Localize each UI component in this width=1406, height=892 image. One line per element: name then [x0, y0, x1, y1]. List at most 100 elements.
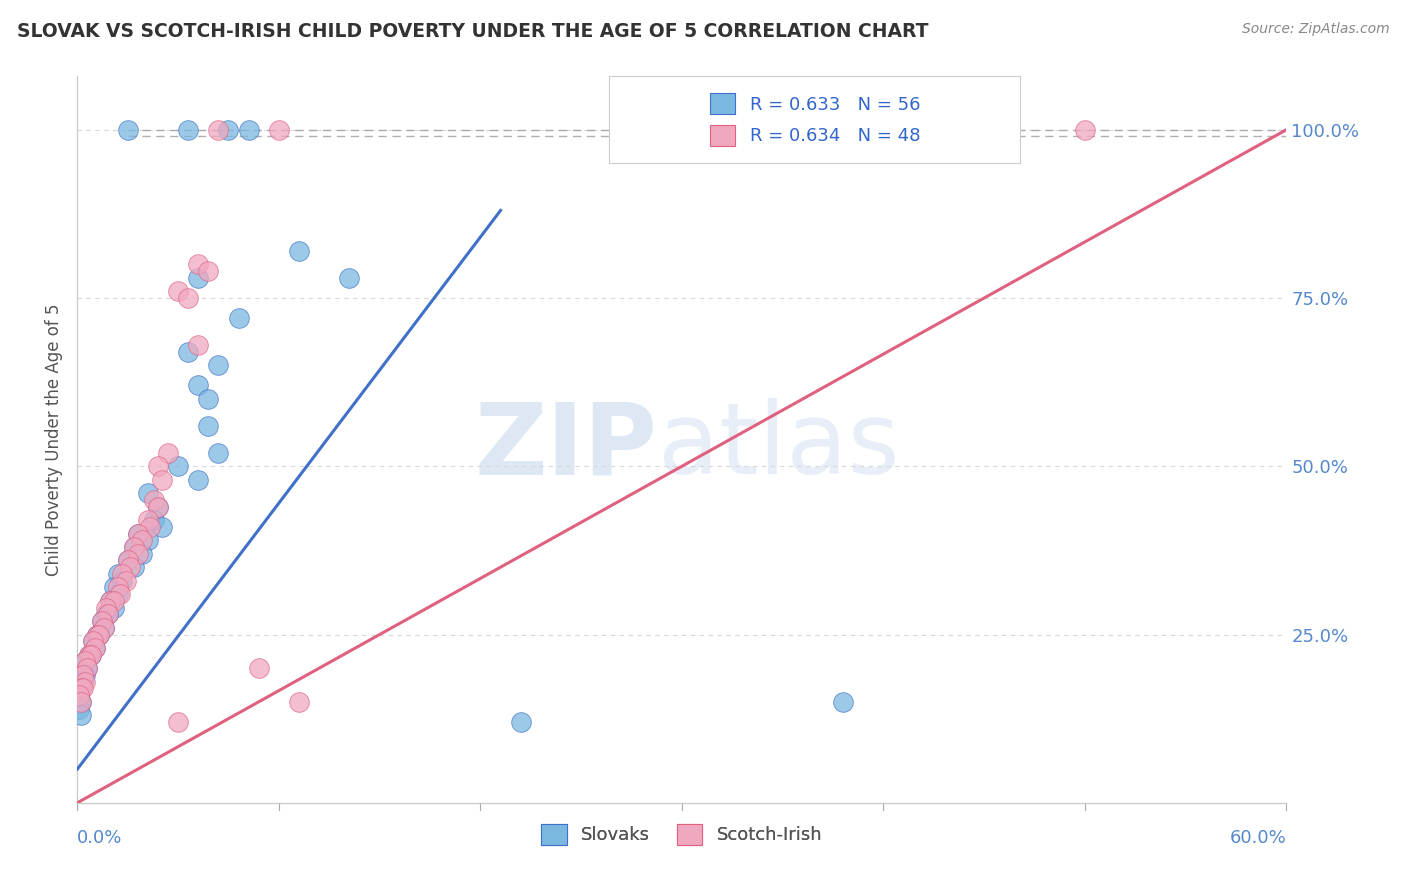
Text: atlas: atlas	[658, 398, 900, 495]
Point	[107, 566, 129, 581]
Point	[142, 492, 165, 507]
Point	[167, 459, 190, 474]
Point	[197, 264, 219, 278]
Point	[187, 473, 209, 487]
Point	[86, 627, 108, 641]
Point	[80, 648, 103, 662]
Point	[150, 520, 173, 534]
Point	[103, 600, 125, 615]
Point	[136, 513, 159, 527]
Point	[177, 344, 200, 359]
Point	[146, 500, 169, 514]
Text: SLOVAK VS SCOTCH-IRISH CHILD POVERTY UNDER THE AGE OF 5 CORRELATION CHART: SLOVAK VS SCOTCH-IRISH CHILD POVERTY UND…	[17, 22, 928, 41]
Point	[122, 540, 145, 554]
Point	[70, 708, 93, 723]
Point	[76, 661, 98, 675]
Point	[187, 257, 209, 271]
Point	[72, 668, 94, 682]
Point	[75, 668, 97, 682]
Point	[80, 648, 103, 662]
Legend: Slovaks, Scotch-Irish: Slovaks, Scotch-Irish	[534, 817, 830, 852]
Point	[127, 526, 149, 541]
Point	[94, 607, 117, 622]
Point	[89, 627, 111, 641]
Point	[75, 674, 97, 689]
Point	[107, 581, 129, 595]
Point	[103, 581, 125, 595]
Point	[79, 648, 101, 662]
Point	[72, 681, 94, 696]
Point	[228, 311, 250, 326]
Point	[84, 640, 107, 655]
Point	[207, 122, 229, 136]
Point	[288, 244, 311, 258]
Point	[146, 459, 169, 474]
Point	[70, 681, 93, 696]
Point	[70, 695, 93, 709]
Point	[70, 681, 93, 696]
Point	[197, 392, 219, 406]
Point	[90, 614, 112, 628]
Point	[117, 553, 139, 567]
Text: ZIP: ZIP	[475, 398, 658, 495]
Point	[75, 655, 97, 669]
Point	[1074, 122, 1097, 136]
Text: 60.0%: 60.0%	[1230, 829, 1286, 847]
Point	[82, 634, 104, 648]
Point	[150, 473, 173, 487]
Point	[157, 446, 180, 460]
Point	[218, 122, 240, 136]
Point	[76, 661, 98, 675]
Point	[832, 695, 855, 709]
Point	[177, 291, 200, 305]
Point	[67, 688, 90, 702]
Point	[86, 627, 108, 641]
Point	[117, 553, 139, 567]
Point	[127, 547, 149, 561]
Point	[70, 695, 93, 709]
Point	[94, 600, 117, 615]
Point	[70, 674, 93, 689]
Point	[98, 594, 121, 608]
Point	[67, 681, 90, 696]
Point	[139, 520, 162, 534]
Point	[84, 640, 107, 655]
Point	[75, 655, 97, 669]
Point	[187, 270, 209, 285]
Y-axis label: Child Poverty Under the Age of 5: Child Poverty Under the Age of 5	[45, 303, 63, 575]
Point	[107, 587, 129, 601]
Point	[247, 661, 270, 675]
Point	[187, 378, 209, 392]
Point	[339, 270, 360, 285]
Point	[131, 547, 153, 561]
Point	[111, 566, 134, 581]
Point	[67, 688, 90, 702]
Point	[187, 338, 209, 352]
Point	[238, 122, 260, 136]
Point	[103, 594, 125, 608]
Point	[82, 634, 104, 648]
Point	[72, 674, 94, 689]
Point	[79, 648, 101, 662]
Point	[288, 695, 311, 709]
Point	[207, 446, 229, 460]
Point	[72, 668, 94, 682]
Point	[98, 594, 121, 608]
Text: Source: ZipAtlas.com: Source: ZipAtlas.com	[1241, 22, 1389, 37]
Point	[146, 500, 169, 514]
Point	[167, 284, 190, 298]
Point	[117, 122, 139, 136]
Point	[114, 574, 136, 588]
Point	[207, 358, 229, 372]
Point	[197, 418, 219, 433]
Point	[93, 621, 115, 635]
Point	[89, 627, 111, 641]
Point	[108, 587, 131, 601]
Point	[142, 513, 165, 527]
Point	[127, 526, 149, 541]
Point	[122, 540, 145, 554]
Point	[136, 486, 159, 500]
Point	[90, 614, 112, 628]
Point	[177, 122, 200, 136]
Point	[136, 533, 159, 548]
